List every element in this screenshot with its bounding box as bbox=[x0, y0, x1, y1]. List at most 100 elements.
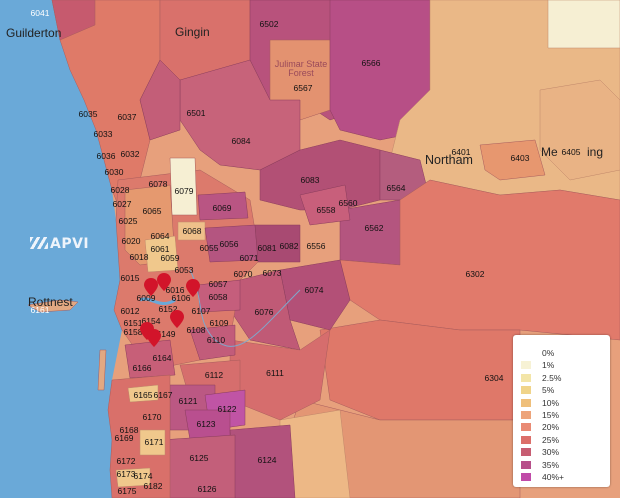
map-pin-icon[interactable] bbox=[186, 279, 200, 297]
postcode-label-6564: 6564 bbox=[386, 182, 406, 193]
legend-label: 40%+ bbox=[542, 472, 564, 482]
town-label-gingin: Gingin bbox=[175, 25, 210, 39]
region-6110 bbox=[189, 324, 236, 361]
map-pin-icon[interactable] bbox=[157, 273, 171, 291]
postcode-label-6025: 6025 bbox=[118, 215, 138, 226]
postcode-label-6170: 6170 bbox=[142, 411, 162, 422]
postcode-label-6037: 6037 bbox=[117, 111, 137, 122]
legend-label: 0% bbox=[542, 348, 555, 358]
postcode-label-6502: 6502 bbox=[259, 18, 279, 29]
legend-label: 30% bbox=[542, 447, 560, 458]
map-pin-icon[interactable] bbox=[144, 278, 158, 296]
legend-swatch bbox=[521, 435, 531, 444]
postcode-label-6036: 6036 bbox=[96, 150, 116, 161]
postcode-label-6018: 6018 bbox=[129, 251, 149, 262]
postcode-label-6053: 6053 bbox=[174, 264, 194, 275]
postcode-label-6168: 6168 bbox=[119, 424, 139, 435]
postcode-label-6070: 6070 bbox=[233, 268, 253, 279]
region-6069 bbox=[197, 191, 249, 221]
postcode-label-6065: 6065 bbox=[142, 205, 162, 216]
postcode-label-6110: 6110 bbox=[206, 334, 226, 345]
legend-swatch bbox=[521, 423, 531, 432]
region-6558 bbox=[299, 184, 351, 226]
postcode-label-6166: 6166 bbox=[132, 362, 152, 373]
postcode-label-6028: 6028 bbox=[110, 184, 130, 195]
postcode-label-6059: 6059 bbox=[160, 252, 180, 263]
postcode-label-6058: 6058 bbox=[208, 291, 228, 302]
postcode-label-6121: 6121 bbox=[178, 395, 198, 406]
region-6173 bbox=[115, 467, 151, 488]
legend-label: 20% bbox=[542, 422, 560, 433]
region-6403 bbox=[479, 139, 546, 181]
postcode-label-6169: 6169 bbox=[114, 432, 134, 443]
postcode-label-6033: 6033 bbox=[93, 128, 113, 139]
postcode-label-6125: 6125 bbox=[189, 452, 209, 463]
swan-river bbox=[139, 297, 176, 306]
region-6304 bbox=[319, 319, 521, 421]
region-6041 bbox=[51, 0, 96, 41]
postcode-label-6012: 6012 bbox=[120, 305, 140, 316]
postcode-label-6171: 6171 bbox=[144, 436, 164, 447]
legend-label: 1% bbox=[542, 360, 555, 371]
postcode-label-6302: 6302 bbox=[465, 268, 485, 279]
postcode-label-6061: 6061 bbox=[150, 243, 170, 254]
region-6068 bbox=[177, 221, 206, 241]
legend-swatch bbox=[521, 386, 531, 395]
postcode-label-6560: 6560 bbox=[338, 197, 358, 208]
postcode-label-6158: 6158 bbox=[123, 326, 143, 337]
legend-label: 2.5% bbox=[542, 372, 562, 383]
postcode-label-6055: 6055 bbox=[199, 242, 219, 253]
region-6079 bbox=[169, 157, 198, 216]
postcode-label-6106: 6106 bbox=[171, 292, 191, 303]
apvi-logo: APVI bbox=[30, 236, 89, 252]
postcode-label-6112: 6112 bbox=[204, 369, 224, 380]
postcode-label-6182: 6182 bbox=[143, 480, 163, 491]
map-pin-icon[interactable] bbox=[147, 329, 161, 347]
postcode-label-6056: 6056 bbox=[219, 238, 239, 249]
town-label-guilderton: Guilderton bbox=[6, 26, 62, 40]
postcode-label-6567: 6567 bbox=[293, 82, 313, 93]
river bbox=[189, 269, 301, 347]
region-south-coast bbox=[107, 374, 171, 498]
postcode-label-6123: 6123 bbox=[196, 418, 216, 429]
postcode-label-6562: 6562 bbox=[364, 222, 384, 233]
postcode-label-6556: 6556 bbox=[306, 240, 326, 251]
postcode-label-6401: 6401 bbox=[451, 146, 471, 157]
postcode-label-6149: 6149 bbox=[156, 328, 176, 339]
postcode-label-6084: 6084 bbox=[231, 135, 251, 146]
map-pin-icon[interactable] bbox=[170, 310, 184, 328]
town-label-julimar: Julimar State Forest bbox=[274, 59, 328, 78]
postcode-label-6074: 6074 bbox=[304, 284, 324, 295]
postcode-label-6064: 6064 bbox=[150, 230, 170, 241]
postcode-label-6069: 6069 bbox=[212, 202, 232, 213]
postcode-label-6403: 6403 bbox=[510, 152, 530, 163]
postcode-label-6078: 6078 bbox=[148, 178, 168, 189]
town-label-northam: Northam bbox=[425, 153, 473, 167]
postcode-label-6107: 6107 bbox=[191, 305, 211, 316]
region-6405 bbox=[539, 79, 620, 181]
postcode-label-6122: 6122 bbox=[217, 403, 237, 414]
legend-label: 25% bbox=[542, 434, 560, 445]
town-label-meckering-suffix: ing bbox=[587, 145, 604, 159]
region-6566 bbox=[329, 0, 431, 141]
postcode-label-6111: 6111 bbox=[266, 367, 284, 378]
postcode-label-6124: 6124 bbox=[257, 454, 277, 465]
apvi-mark-icon bbox=[30, 237, 48, 249]
postcode-label-6154: 6154 bbox=[141, 315, 161, 326]
region-6171 bbox=[139, 429, 166, 456]
legend-swatch bbox=[521, 373, 531, 382]
postcode-label-6027: 6027 bbox=[112, 198, 132, 209]
legend: 0% 1% 2.5% 5% 10% 15% 20% 25% 30% 35% 40%+ bbox=[513, 335, 610, 487]
postcode-label-6009: 6009 bbox=[136, 292, 156, 303]
postcode-label-6164: 6164 bbox=[152, 352, 172, 363]
postcode-label-6161: 6161 bbox=[30, 304, 50, 315]
postcode-label-6165: 6165 bbox=[133, 389, 153, 400]
postcode-label-6173: 6173 bbox=[116, 468, 136, 479]
postcode-label-6057: 6057 bbox=[208, 278, 228, 289]
postcode-label-6109: 6109 bbox=[209, 317, 229, 328]
garden-island bbox=[97, 349, 107, 391]
legend-swatch bbox=[521, 473, 531, 481]
legend-swatch bbox=[521, 349, 531, 357]
postcode-label-6079: 6079 bbox=[174, 185, 194, 196]
